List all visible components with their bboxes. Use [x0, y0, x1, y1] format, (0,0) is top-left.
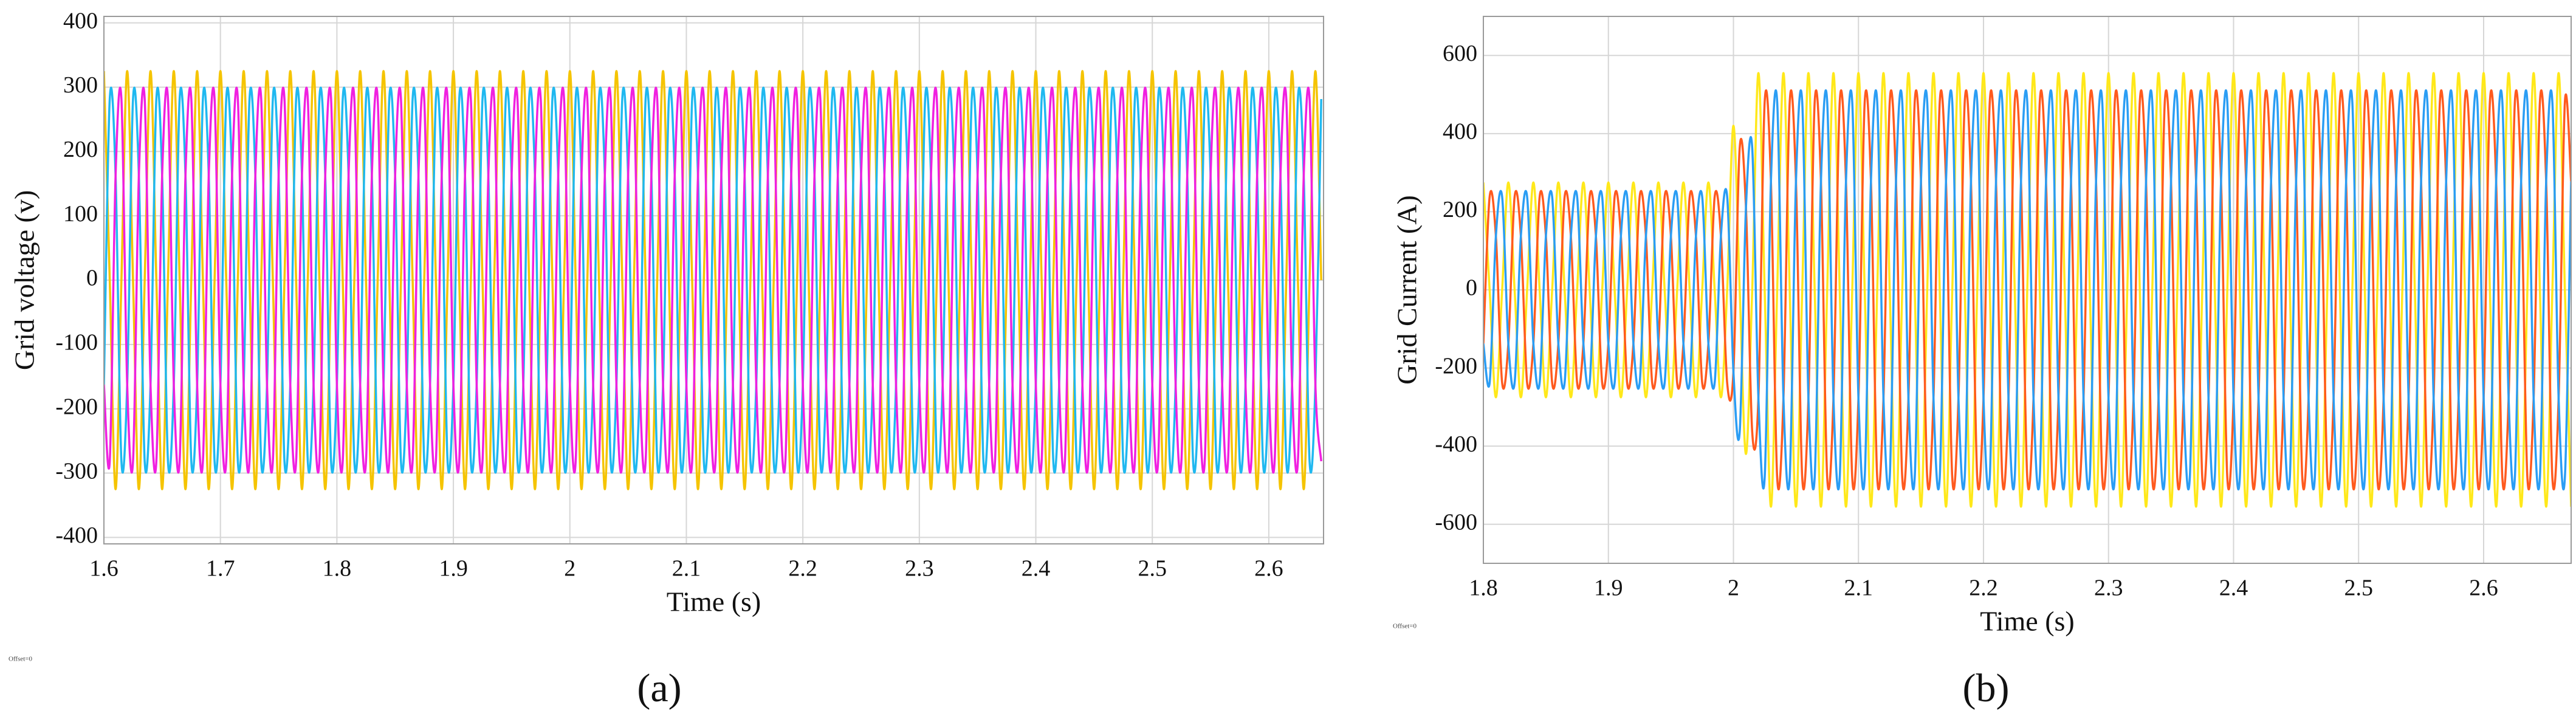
y-tick-label: 0: [1466, 275, 1477, 301]
x-axis-label: Time (s): [667, 586, 761, 617]
y-tick-label: 300: [63, 72, 98, 98]
y-tick-label: 0: [86, 266, 98, 291]
x-tick-label: 1.9: [1594, 575, 1623, 601]
x-tick-label: 2.4: [1022, 556, 1051, 582]
x-tick-label: 2.6: [1254, 556, 1283, 582]
axes-frame: [1483, 16, 2572, 564]
x-tick-label: 1.8: [1469, 575, 1498, 601]
y-tick-label: 400: [63, 8, 98, 33]
x-tick-label: 1.9: [439, 556, 468, 582]
y-tick-label: -200: [1435, 353, 1477, 379]
chart-panel: 1.6 1.7 1.8 1.9 2 2.1 2.2 2.3 2.4 2.5 2.6 -400 -300 -…: [9, 8, 1324, 710]
panel-caption: (b): [1963, 666, 2010, 710]
x-tick-label: 2.2: [788, 556, 817, 582]
y-tick-label: 400: [1443, 119, 1477, 145]
x-tick-label: 2: [1728, 575, 1739, 601]
waveform: [1483, 89, 2571, 490]
y-tick-label: 600: [1443, 41, 1477, 66]
plot-area: [1483, 72, 2571, 508]
plot-area: [104, 70, 1322, 490]
y-tick-label: -400: [1435, 431, 1477, 457]
y-axis-label: Grid voltage (v): [9, 190, 40, 370]
chart-panel: 1.8 1.9 2 2.1 2.2 2.3 2.4 2.5 2.6 -600 -400 -200 0 20…: [1392, 16, 2572, 710]
x-tick-label: 2.5: [1138, 556, 1167, 582]
x-tick-label: 2.3: [2094, 575, 2123, 601]
y-tick-label: -600: [1435, 509, 1477, 535]
x-tick-label: 2.6: [2469, 575, 2498, 601]
y-tick-label: 200: [1443, 197, 1477, 222]
y-tick-label: 100: [63, 201, 98, 227]
x-tick-label: 2.2: [1969, 575, 1998, 601]
y-axis-label: Grid Current (A): [1392, 195, 1423, 385]
x-tick-label: 2: [564, 556, 575, 582]
annotation: Offset=0: [1393, 623, 1417, 630]
y-tick-label: -200: [55, 394, 98, 419]
waveform: [104, 70, 1322, 490]
x-tick-label: 1.8: [323, 556, 352, 582]
waveform: [104, 86, 1322, 474]
x-tick-label: 2.1: [1844, 575, 1873, 601]
panel-caption: (a): [637, 666, 681, 710]
x-tick-label: 2.1: [672, 556, 701, 582]
x-tick-label: 2.5: [2344, 575, 2373, 601]
annotation: Offset=0: [9, 656, 32, 663]
y-tick-label: -300: [55, 458, 98, 484]
x-tick-label: 2.3: [905, 556, 934, 582]
x-tick-label: 1.6: [89, 556, 118, 582]
axes-frame: [103, 16, 1324, 544]
waveform: [1483, 89, 2571, 490]
y-tick-label: -100: [55, 330, 98, 355]
x-tick-label: 2.4: [2219, 575, 2248, 601]
y-tick-label: -400: [55, 523, 98, 548]
y-tick-label: 200: [63, 137, 98, 162]
waveform: [104, 86, 1322, 474]
x-axis-label: Time (s): [1980, 606, 2075, 637]
x-tick-label: 1.7: [206, 556, 235, 582]
